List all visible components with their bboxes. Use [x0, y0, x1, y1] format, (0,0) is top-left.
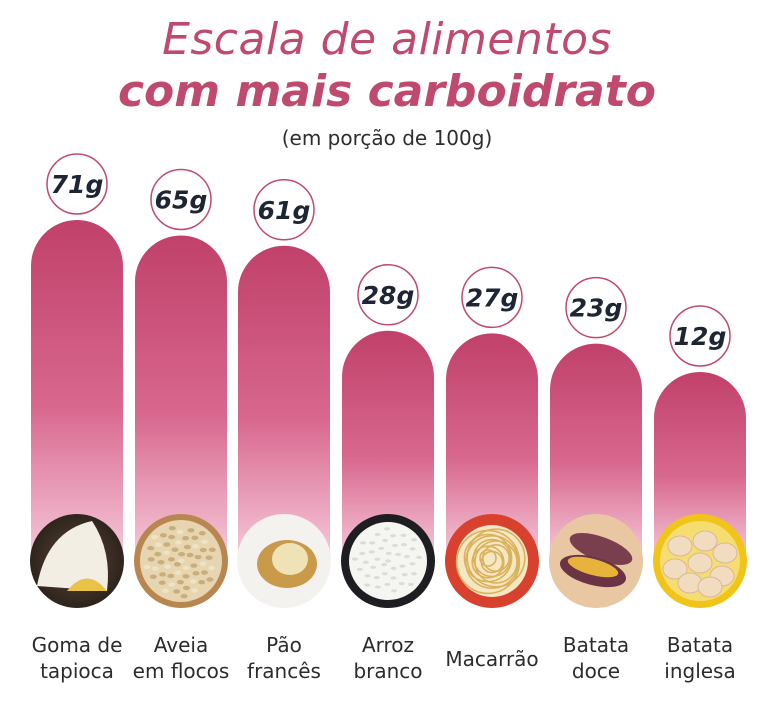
subtitle: (em porção de 100g)	[281, 126, 493, 150]
value-badge-circle	[46, 153, 108, 215]
value-badge-circle	[253, 179, 315, 241]
rice-bowl-icon	[341, 514, 435, 608]
category-label: Macarrão	[445, 647, 539, 671]
bar	[238, 245, 330, 560]
title-line-1: Escala de alimentos	[162, 14, 612, 65]
bar	[654, 372, 746, 560]
value-label: 61g	[258, 196, 311, 225]
value-badge: 28g	[357, 264, 419, 326]
bar	[446, 333, 538, 560]
title-line-2: com mais carboidrato	[117, 66, 657, 117]
value-badge: 12g	[669, 305, 731, 367]
bar	[342, 330, 434, 560]
oats-bowl-icon	[134, 514, 228, 608]
bar	[31, 220, 123, 560]
value-label: 23g	[570, 294, 623, 323]
value-badge: 71g	[46, 153, 108, 215]
value-badge: 65g	[150, 168, 212, 231]
category-label: Aveia em flocos	[132, 633, 230, 683]
value-label: 71g	[51, 170, 104, 199]
value-badge: 27g	[461, 266, 523, 329]
category-label: Pão francês	[247, 633, 321, 683]
bread-roll-icon	[237, 514, 331, 608]
potatoes-bowl-icon	[653, 514, 747, 608]
value-badge-circle	[150, 168, 212, 231]
bar	[550, 343, 642, 560]
value-label: 27g	[466, 283, 519, 312]
value-badge-circle	[461, 266, 523, 329]
category-label: Batata doce	[562, 633, 630, 683]
value-badge: 23g	[565, 276, 627, 339]
bar	[135, 235, 227, 561]
value-badge: 61g	[253, 179, 315, 241]
pasta-plate-icon	[445, 514, 539, 608]
value-label: 12g	[674, 322, 727, 351]
value-label: 28g	[362, 281, 415, 310]
value-label: 65g	[155, 185, 208, 214]
value-badge-circle	[357, 264, 419, 326]
tapioca-plate-icon	[30, 514, 124, 608]
sweet-potato-icon	[549, 514, 643, 608]
category-label: Arroz branco	[353, 633, 423, 683]
value-badge-circle	[669, 305, 731, 367]
value-badge-circle	[565, 276, 627, 339]
category-label: Batata inglesa	[664, 633, 736, 683]
category-label: Goma de tapioca	[31, 633, 123, 683]
